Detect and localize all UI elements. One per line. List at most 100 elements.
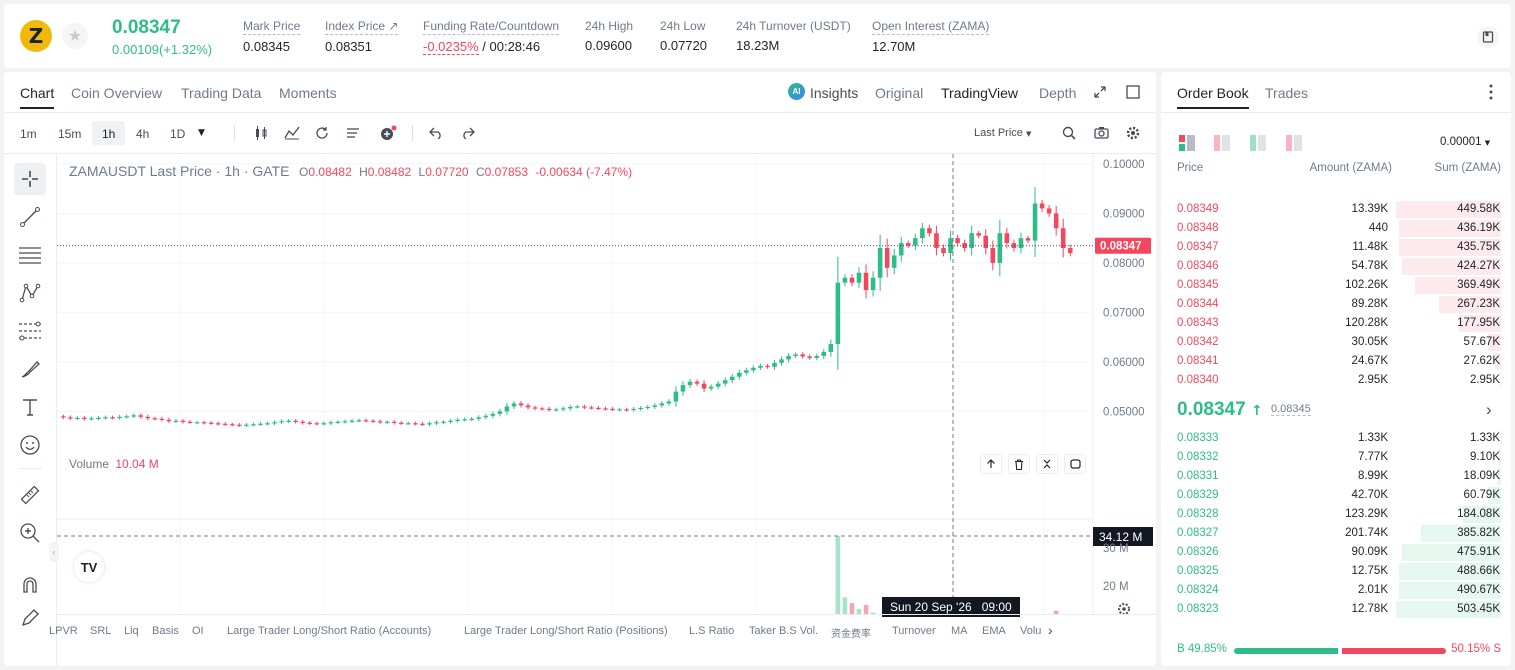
- crosshair-tool-icon[interactable]: [14, 163, 46, 195]
- bid-row[interactable]: 0.08325 12.75K 488.66K: [1161, 562, 1511, 581]
- more-options-icon[interactable]: [1489, 84, 1493, 103]
- stat-label[interactable]: Mark Price: [243, 19, 301, 35]
- tab-moments[interactable]: Moments: [279, 85, 337, 101]
- ask-row[interactable]: 0.08349 13.39K 449.58K: [1161, 200, 1511, 219]
- bid-row[interactable]: 0.08331 8.99K 18.09K: [1161, 467, 1511, 486]
- view-asks-icon[interactable]: [1214, 135, 1230, 154]
- trend-line-tool-icon[interactable]: [14, 201, 46, 233]
- ask-row[interactable]: 0.08345 102.26K 369.49K: [1161, 276, 1511, 295]
- ask-row[interactable]: 0.08348 440 436.19K: [1161, 219, 1511, 238]
- mid-price[interactable]: 0.08347 ↑: [1177, 399, 1263, 420]
- tab-trades[interactable]: Trades: [1265, 85, 1309, 101]
- search-icon[interactable]: [1062, 126, 1076, 143]
- bid-row[interactable]: 0.08326 90.09K 475.91K: [1161, 543, 1511, 562]
- stat-label[interactable]: Funding Rate/Countdown: [423, 19, 560, 35]
- horizontal-lines-tool-icon[interactable]: [14, 239, 46, 271]
- interval-dropdown-icon[interactable]: ▼: [198, 128, 205, 138]
- brush-tool-icon[interactable]: [14, 353, 46, 385]
- delete-icon[interactable]: [1008, 454, 1030, 474]
- indicator-ma[interactable]: MA: [951, 625, 968, 637]
- zoom-in-tool-icon[interactable]: [14, 517, 46, 549]
- ask-row[interactable]: 0.08344 89.28K 267.23K: [1161, 295, 1511, 314]
- indicator-srl[interactable]: SRL: [90, 625, 112, 637]
- tab-trading-data[interactable]: Trading Data: [181, 85, 262, 101]
- tab-chart[interactable]: Chart: [20, 85, 55, 109]
- add-alert-icon[interactable]: [380, 125, 398, 144]
- bid-row[interactable]: 0.08323 12.78K 503.45K: [1161, 600, 1511, 619]
- candle-body: [68, 417, 73, 419]
- indicator-turnover[interactable]: Turnover: [892, 625, 936, 637]
- interval-4h[interactable]: 4h: [136, 127, 150, 141]
- camera-icon[interactable]: [1094, 126, 1109, 142]
- favorite-star-icon[interactable]: ★: [62, 23, 88, 49]
- maximize-pane-icon[interactable]: [1064, 454, 1086, 474]
- view-insights[interactable]: Insights: [810, 85, 859, 101]
- indicator-ls-accounts[interactable]: Large Trader Long/Short Ratio (Accounts): [227, 625, 432, 637]
- redo-icon[interactable]: [461, 127, 475, 142]
- indicator-ls-ratio[interactable]: L.S Ratio: [689, 625, 735, 637]
- interval-1m[interactable]: 1m: [20, 127, 37, 141]
- indicators-icon[interactable]: [284, 126, 300, 143]
- interval-1d[interactable]: 1D: [170, 127, 186, 141]
- view-tradingview[interactable]: TradingView: [941, 85, 1019, 101]
- view-original[interactable]: Original: [875, 85, 924, 101]
- bid-row[interactable]: 0.08333 1.33K 1.33K: [1161, 429, 1511, 448]
- undo-icon[interactable]: [429, 127, 443, 142]
- time-axis-settings-icon[interactable]: [1117, 602, 1131, 619]
- window-icon[interactable]: [1126, 85, 1140, 102]
- indicator-volume[interactable]: Volu: [1020, 625, 1042, 637]
- bid-row[interactable]: 0.08324 2.01K 490.67K: [1161, 581, 1511, 600]
- indicator-ema[interactable]: EMA: [982, 625, 1006, 637]
- scroll-right-icon[interactable]: ›: [1048, 622, 1053, 638]
- bid-row[interactable]: 0.08327 201.74K 385.82K: [1161, 524, 1511, 543]
- price-chart[interactable]: 0.10000 0.09000 0.08000 0.07000 0.06000 0.050…: [57, 154, 1156, 614]
- candle-body: [1046, 208, 1052, 214]
- ask-row[interactable]: 0.08347 11.48K 435.75K: [1161, 238, 1511, 257]
- stat-label[interactable]: Index Price ↗: [325, 19, 399, 35]
- move-up-icon[interactable]: [980, 454, 1002, 474]
- candle-type-icon[interactable]: [253, 126, 269, 143]
- emoji-tool-icon[interactable]: [14, 429, 46, 461]
- notes-icon[interactable]: [1477, 26, 1499, 48]
- templates-icon[interactable]: [346, 126, 362, 143]
- ask-row[interactable]: 0.08342 30.05K 57.67K: [1161, 333, 1511, 352]
- indicator-funding-rate[interactable]: 资金费率: [831, 629, 871, 640]
- magnet-tool-icon[interactable]: [14, 569, 46, 601]
- settings-gear-icon[interactable]: [1126, 126, 1140, 143]
- tab-order-book[interactable]: Order Book: [1177, 85, 1249, 109]
- indicator-liq[interactable]: Liq: [124, 625, 139, 637]
- replay-icon[interactable]: [315, 126, 329, 143]
- pencil-tool-icon[interactable]: [14, 602, 46, 634]
- indicator-basis[interactable]: Basis: [152, 625, 179, 637]
- indicator-taker-vol[interactable]: Taker B.S Vol.: [749, 625, 819, 637]
- chevron-right-icon[interactable]: ›: [1486, 400, 1492, 419]
- ruler-tool-icon[interactable]: [14, 479, 46, 511]
- ask-row[interactable]: 0.08341 24.67K 27.62K: [1161, 352, 1511, 371]
- stat-label[interactable]: Open Interest (ZAMA): [872, 19, 990, 35]
- collapse-pane-icon[interactable]: [1036, 454, 1058, 474]
- text-tool-icon[interactable]: [14, 391, 46, 423]
- ask-row[interactable]: 0.08340 2.95K 2.95K: [1161, 371, 1511, 390]
- pattern-tool-icon[interactable]: [14, 277, 46, 309]
- tradingview-logo[interactable]: TV: [74, 552, 104, 582]
- ask-row[interactable]: 0.08343 120.28K 177.95K: [1161, 314, 1511, 333]
- indicator-lpvr[interactable]: LPVR: [49, 625, 78, 637]
- precision-select[interactable]: 0.00001 ▼: [1440, 136, 1491, 148]
- indicator-ls-positions[interactable]: Large Trader Long/Short Ratio (Positions…: [464, 625, 668, 637]
- interval-1h[interactable]: 1h: [102, 127, 116, 141]
- view-depth[interactable]: Depth: [1039, 85, 1077, 101]
- bid-row[interactable]: 0.08332 7.77K 9.10K: [1161, 448, 1511, 467]
- view-both-icon[interactable]: [1179, 135, 1195, 154]
- price-type-select[interactable]: Last Price ▼: [974, 127, 1032, 139]
- bid-row[interactable]: 0.08328 123.29K 184.08K: [1161, 505, 1511, 524]
- collapse-toolbar-icon[interactable]: ‹: [49, 542, 59, 562]
- view-bids-icon[interactable]: [1250, 135, 1266, 154]
- ask-row[interactable]: 0.08346 54.78K 424.27K: [1161, 257, 1511, 276]
- fib-tool-icon[interactable]: [14, 315, 46, 347]
- bid-row[interactable]: 0.08329 42.70K 60.79K: [1161, 486, 1511, 505]
- expand-icon[interactable]: [1093, 85, 1107, 102]
- interval-15m[interactable]: 15m: [58, 127, 82, 141]
- view-large-asks-icon[interactable]: [1286, 135, 1302, 154]
- tab-coin-overview[interactable]: Coin Overview: [71, 85, 163, 101]
- indicator-oi[interactable]: OI: [192, 625, 204, 637]
